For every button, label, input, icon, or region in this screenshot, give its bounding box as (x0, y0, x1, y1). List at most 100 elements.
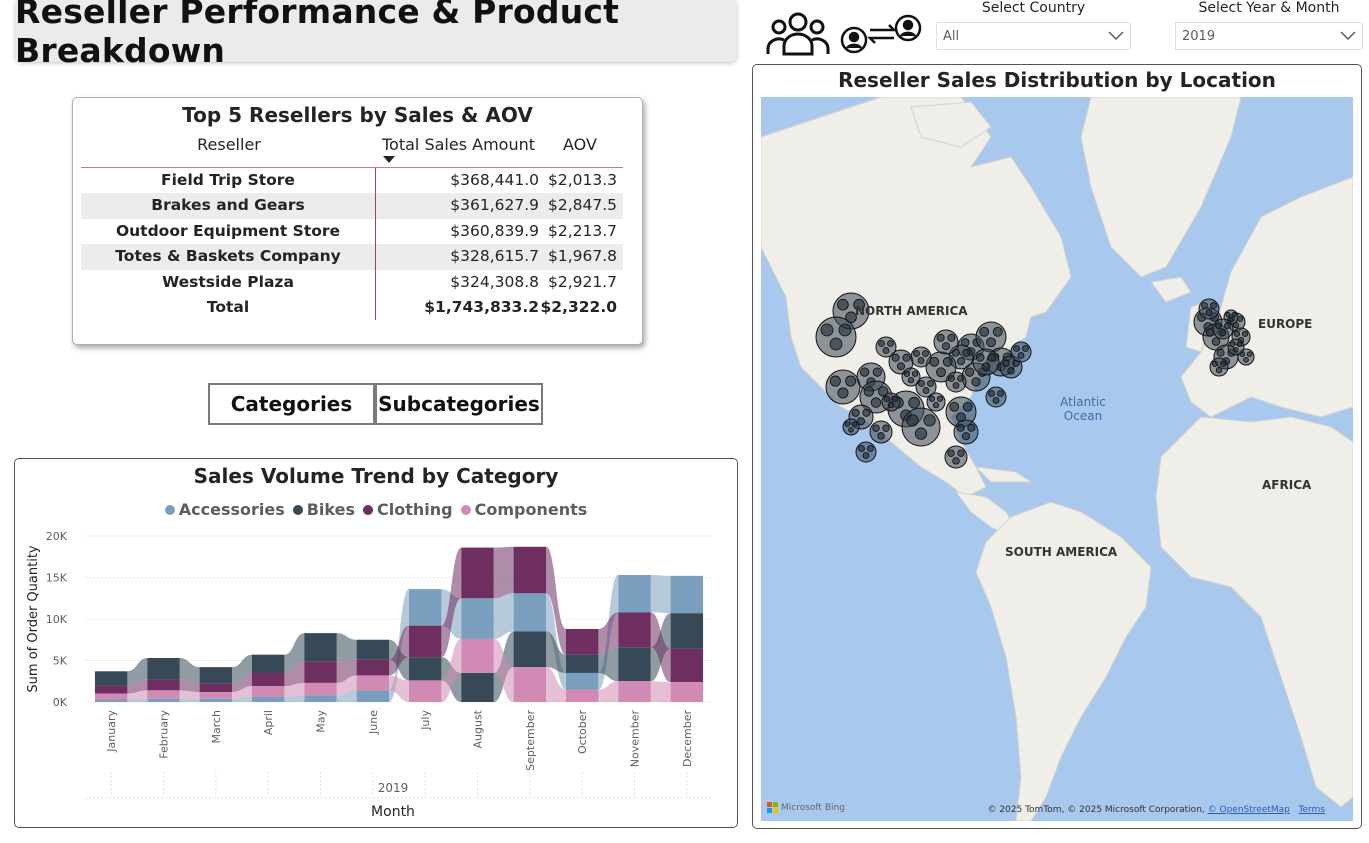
reseller-bubble (975, 321, 1007, 353)
bar-segment-clothing (513, 546, 547, 594)
y-tick-label: 20K (46, 530, 68, 543)
reseller-bubble (851, 421, 858, 428)
reseller-bubble (869, 420, 893, 444)
reseller-bubble (829, 375, 841, 387)
reseller-bubble (1216, 348, 1225, 357)
legend-label: Clothing (377, 500, 453, 519)
user-swap-icon[interactable] (838, 12, 926, 56)
reseller-bubble (896, 362, 905, 371)
ribbon-chart[interactable]: 0K 5K 10K 15K 20K January February March April Ma… (15, 459, 737, 827)
ribbon-components (389, 675, 409, 702)
report-title-box: Reseller Performance & Product Breakdown (15, 0, 737, 70)
ribbon-accessories (232, 697, 252, 702)
y-tick-label: 15K (46, 572, 68, 585)
x-tick-label: October (576, 710, 589, 754)
openstreetmap-link[interactable]: © OpenStreetMap (1207, 805, 1290, 815)
top-resellers-title: Top 5 Resellers by Sales & AOV (182, 103, 533, 127)
bar-segment-bikes (513, 631, 547, 668)
reseller-bubble (1022, 345, 1029, 352)
reseller-aov: $2,013.3 (547, 171, 617, 189)
categories-button[interactable]: Categories (208, 383, 375, 425)
country-dropdown[interactable]: All (936, 22, 1131, 50)
country-slicer: Select Country All (936, 0, 1131, 50)
legend-item[interactable]: Bikes (292, 500, 355, 519)
terms-link[interactable]: Terms (1298, 805, 1325, 815)
reseller-bubble (891, 395, 899, 402)
reseller-bubble (933, 329, 959, 355)
y-tick-label: 5K (53, 655, 68, 668)
bar-segment-bikes (461, 672, 494, 702)
bar-segment-bikes (147, 658, 180, 680)
reseller-bubble (902, 353, 911, 362)
reseller-map[interactable]: NORTH AMERICA EUROPE AFRICA SOUTH AMERIC… (761, 97, 1353, 821)
reseller-sales: $368,441.0 (450, 171, 539, 189)
reseller-name: Outdoor Equipment Store (115, 221, 341, 240)
x-tick-label: June (367, 710, 380, 735)
reseller-bubble (965, 367, 975, 377)
bar-segment-accessories (147, 698, 180, 702)
table-row[interactable]: Field Trip Store $368,441.0 $2,013.3 (81, 168, 623, 193)
ribbon-components (179, 690, 200, 699)
reseller-bubble (1219, 329, 1227, 336)
europe-landmass (1180, 176, 1353, 418)
x-group-label: 2019 (378, 781, 409, 795)
year-month-dropdown-value: 2019 (1182, 28, 1216, 44)
ribbon-components (284, 682, 305, 698)
map-canvas[interactable] (761, 97, 1353, 821)
year-month-dropdown[interactable]: 2019 (1175, 22, 1363, 50)
bar-segment-components (408, 680, 442, 702)
reseller-bubble (857, 417, 866, 426)
reseller-sales: $361,627.9 (450, 196, 539, 215)
reseller-bubble (997, 390, 1004, 397)
subcategories-button[interactable]: Subcategories (375, 383, 543, 425)
reseller-bubble (882, 347, 890, 354)
bar-segment-accessories (618, 575, 651, 613)
table-row[interactable]: Totes & Baskets Company $328,615.7 $1,96… (81, 244, 623, 270)
reseller-bubble (972, 348, 1000, 376)
reseller-bubble (858, 445, 865, 452)
legend-item[interactable]: Components (460, 500, 587, 519)
y-axis-title: Sum of Order Quantity (26, 545, 41, 693)
table-row[interactable]: Brakes and Gears $361,627.9 $2,847.5 (81, 193, 623, 219)
bar-segment-bikes (251, 654, 285, 673)
legend-label: Accessories (178, 500, 285, 519)
ribbon-bikes (127, 658, 148, 686)
table-row[interactable]: Westside Plaza $324,308.8 $2,921.7 (81, 270, 623, 295)
reseller-bubble (820, 323, 834, 337)
column-header-reseller[interactable]: Reseller (197, 135, 261, 154)
reseller-bubble (845, 311, 857, 324)
reseller-bubble (1211, 337, 1221, 346)
table-row[interactable]: Outdoor Equipment Store $360,839.9 $2,21… (81, 219, 623, 244)
reseller-bubbles (815, 292, 1255, 469)
x-tick-label: April (262, 710, 275, 735)
chart-legend: Accessories Bikes Clothing Components (15, 500, 737, 519)
legend-item[interactable]: Clothing (363, 500, 453, 519)
sales-volume-chart-card: 0K 5K 10K 15K 20K January February March April Ma… (14, 458, 738, 828)
legend-marker (292, 504, 303, 515)
year-month-slicer: Select Year & Month 2019 (1175, 0, 1363, 50)
reseller-bubble (1002, 359, 1010, 367)
chart-title: Sales Volume Trend by Category (193, 464, 559, 488)
reseller-bubble (979, 326, 990, 337)
reseller-bubble (901, 407, 941, 447)
reseller-bubble (917, 357, 925, 364)
reseller-bubble (957, 449, 965, 457)
reseller-aov: $2,213.7 (547, 221, 617, 240)
ribbon-bikes (598, 647, 619, 682)
people-group-icon[interactable] (766, 10, 830, 58)
reseller-bubble (957, 375, 964, 382)
x-tick-label: March (210, 710, 223, 744)
column-header-total-sales[interactable]: Total Sales Amount (382, 135, 535, 154)
table-header: Reseller Total Sales Amount AOV (81, 132, 623, 168)
reseller-bubble (1201, 302, 1208, 309)
reseller-bubble (862, 452, 870, 459)
bar-segment-clothing (147, 679, 180, 691)
reseller-bubble (829, 337, 843, 351)
ribbon-bikes (336, 633, 357, 662)
legend-item[interactable]: Accessories (164, 500, 285, 519)
reseller-aov: $2,847.5 (547, 196, 617, 215)
ribbon-bikes (232, 654, 252, 684)
reseller-bubble (1198, 298, 1220, 320)
column-header-aov[interactable]: AOV (563, 135, 597, 154)
reseller-name: Brakes and Gears (151, 196, 305, 215)
